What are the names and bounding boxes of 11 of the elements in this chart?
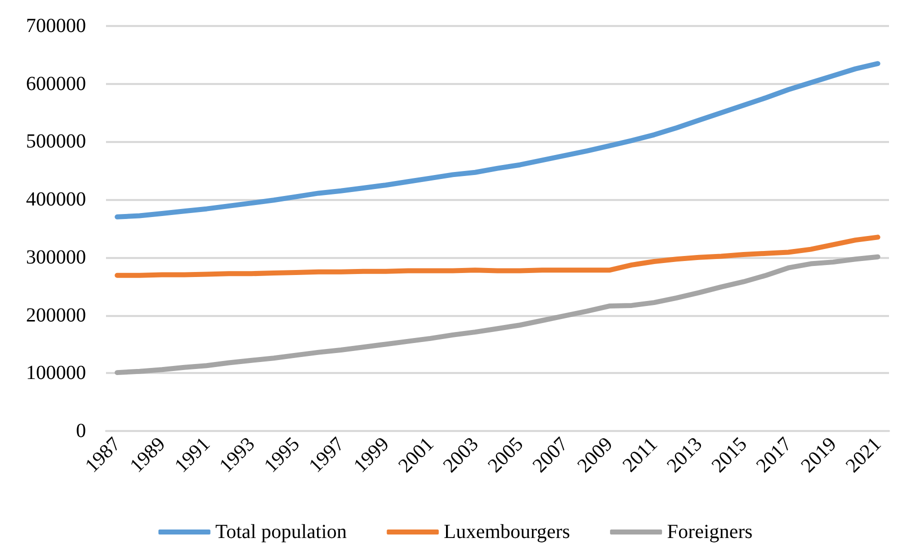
y-tick-label: 500000 — [26, 130, 86, 153]
y-tick-label: 100000 — [26, 362, 86, 384]
y-tick-label: 300000 — [26, 246, 86, 268]
y-tick-label: 200000 — [26, 304, 86, 326]
y-tick-label: 0 — [76, 420, 86, 442]
y-tick-label: 600000 — [26, 72, 86, 95]
legend-label: Foreigners — [667, 521, 753, 543]
y-tick-label: 700000 — [26, 15, 86, 37]
y-tick-label: 400000 — [26, 188, 86, 211]
legend-label: Luxembourgers — [444, 521, 570, 543]
legend-label: Total population — [215, 521, 347, 543]
